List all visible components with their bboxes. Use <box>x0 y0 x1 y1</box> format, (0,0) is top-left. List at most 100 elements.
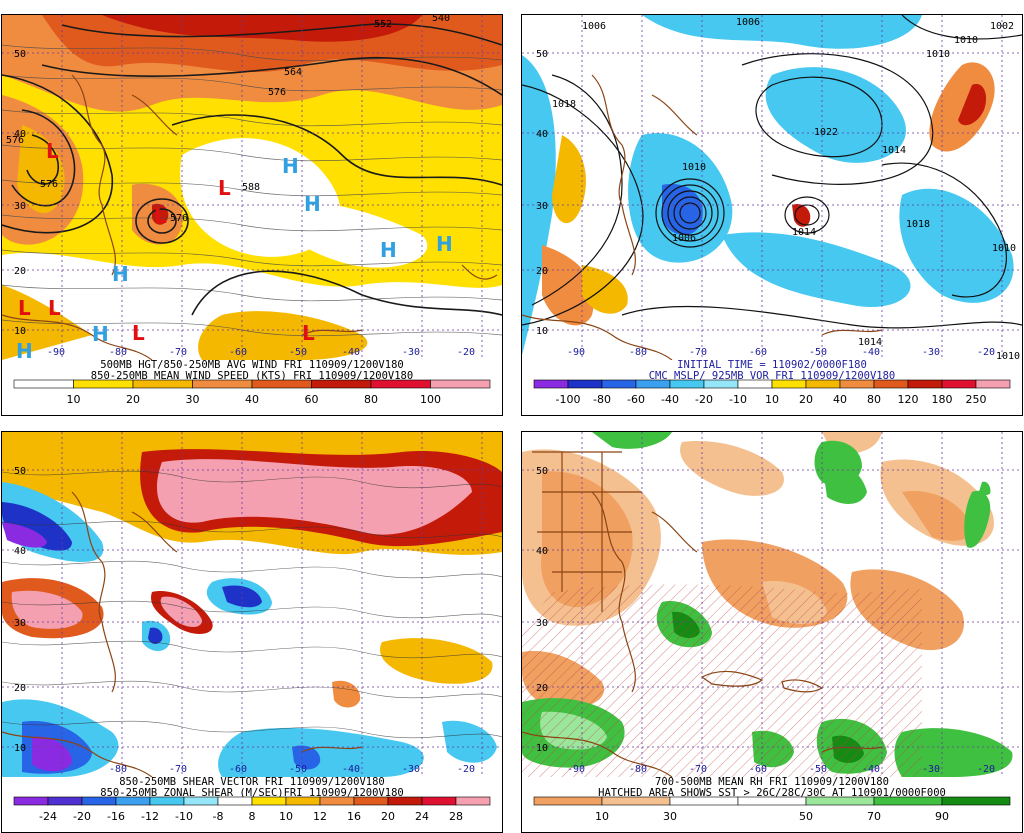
lat-label: 40 <box>536 546 548 557</box>
lon-label: -20 <box>457 764 475 775</box>
panel-zonal-shear: 50 40 30 20 10 -80 -70 -60 -50 -40 -30 -… <box>1 431 503 833</box>
contour-label: 576 <box>268 87 286 98</box>
title-line-1: 700-500MB MEAN RH FRI 110909/1200V180 <box>655 776 889 788</box>
high-pressure-symbol: H <box>92 322 109 346</box>
lon-label: -80 <box>109 347 127 358</box>
lon-label: -60 <box>749 347 767 358</box>
colorbar-label: 40 <box>245 393 259 406</box>
colorbar-wind-speed: 10 20 30 40 60 80 100 <box>13 379 491 406</box>
lat-label: 30 <box>536 618 548 629</box>
contour-label: 552 <box>374 19 392 30</box>
colorbar-swatch <box>601 796 671 806</box>
lon-label: -80 <box>109 764 127 775</box>
lat-label: 40 <box>536 129 548 140</box>
lat-label: 50 <box>14 49 26 60</box>
colorbar-swatch <box>132 379 193 389</box>
contour-label: 1018 <box>552 99 576 110</box>
contour-label: 1010 <box>682 162 706 173</box>
colorbar-swatch <box>975 379 1011 389</box>
lon-label: -60 <box>229 764 247 775</box>
low-pressure-symbol: L <box>132 321 145 345</box>
colorbar-swatch <box>13 796 49 806</box>
colorbar-swatch <box>737 379 773 389</box>
lon-label: -70 <box>169 764 187 775</box>
colorbar-swatch <box>285 796 321 806</box>
map-mslp-vorticity: 1006 1002 1010 1010 1022 1018 1014 1010 … <box>522 15 1022 360</box>
colorbar-swatch <box>941 379 977 389</box>
lat-label: 20 <box>536 683 548 694</box>
lon-label: -90 <box>567 347 585 358</box>
colorbar-label: 180 <box>932 393 953 406</box>
lon-label: -70 <box>689 347 707 358</box>
colorbar-swatch <box>771 379 807 389</box>
lon-label: -30 <box>402 347 420 358</box>
colorbar-label: 20 <box>381 810 395 823</box>
colorbar-swatch <box>81 796 117 806</box>
lon-label: -70 <box>169 347 187 358</box>
colorbar-label: -10 <box>729 393 747 406</box>
lat-label: 50 <box>536 466 548 477</box>
colorbar-label: 12 <box>313 810 327 823</box>
high-pressure-symbol: H <box>436 232 453 256</box>
lon-label: -80 <box>629 764 647 775</box>
colorbar-swatch <box>601 379 637 389</box>
lon-label: -40 <box>342 764 360 775</box>
colorbar-swatch <box>567 379 603 389</box>
colorbar-swatch <box>353 796 389 806</box>
colorbar-swatch <box>387 796 423 806</box>
colorbar-label: -20 <box>73 810 91 823</box>
colorbar-swatch <box>73 379 134 389</box>
panel-wind-speed: 552 540 564 576 576 576 588 576 L L L L … <box>1 14 503 416</box>
colorbar-label: 10 <box>765 393 779 406</box>
low-pressure-symbol: L <box>46 139 59 163</box>
colorbar-swatch <box>839 379 875 389</box>
lat-label: 10 <box>14 326 26 337</box>
colorbar-label: 50 <box>799 810 813 823</box>
colorbar-swatch <box>149 796 185 806</box>
lon-label: -90 <box>567 764 585 775</box>
lon-label: -70 <box>689 764 707 775</box>
lon-label: -90 <box>47 347 65 358</box>
title-line-2: 850-250MB MEAN WIND SPEED (KTS) FRI 1109… <box>90 369 414 382</box>
lat-label: 50 <box>14 466 26 477</box>
contour-label: 1014 <box>858 337 882 348</box>
colorbar-label: 10 <box>279 810 293 823</box>
contour-label: 576 <box>40 179 58 190</box>
colorbar-label: -40 <box>661 393 679 406</box>
lon-label: -60 <box>229 347 247 358</box>
colorbar-label: -16 <box>107 810 125 823</box>
lon-label: -20 <box>977 764 995 775</box>
colorbar-swatch <box>47 796 83 806</box>
colorbar-label: -8 <box>213 810 224 823</box>
title-line-1: 850-250MB SHEAR VECTOR FRI 110909/1200V1… <box>119 776 385 788</box>
colorbar-label: 80 <box>364 393 378 406</box>
colorbar-swatch <box>669 796 739 806</box>
colorbar-label: 30 <box>186 393 200 406</box>
contour-label: 588 <box>242 182 260 193</box>
title-line-2: 850-250MB ZONAL SHEAR (M/SEC)FRI 110909/… <box>100 786 404 799</box>
colorbar-swatch <box>319 796 355 806</box>
high-pressure-symbol: H <box>282 154 299 178</box>
colorbar-label: 28 <box>449 810 463 823</box>
colorbar-swatch <box>115 796 151 806</box>
contour-label: 1018 <box>906 219 930 230</box>
panel-titles: 850-250MB SHEAR VECTOR FRI 110909/1200V1… <box>2 777 502 799</box>
colorbar-swatch <box>703 379 739 389</box>
colorbar-relative-humidity: 10 30 50 70 90 <box>533 796 1011 823</box>
low-pressure-symbol: L <box>218 176 231 200</box>
colorbar-swatch <box>805 379 841 389</box>
lat-label: 10 <box>536 326 548 337</box>
colorbar-label: 40 <box>833 393 847 406</box>
lon-label: -30 <box>922 347 940 358</box>
contour-label: 564 <box>284 67 302 78</box>
lon-label: -40 <box>862 764 880 775</box>
contour-label: 1014 <box>792 227 816 238</box>
colorbar-swatch <box>907 379 943 389</box>
colorbar-swatch <box>941 796 1011 806</box>
colorbar-swatch <box>183 796 219 806</box>
colorbar-label: 120 <box>898 393 919 406</box>
contour-label: 1022 <box>814 127 838 138</box>
low-pressure-symbol: L <box>302 321 315 345</box>
lat-label: 10 <box>14 743 26 754</box>
colorbar-swatch <box>873 796 943 806</box>
